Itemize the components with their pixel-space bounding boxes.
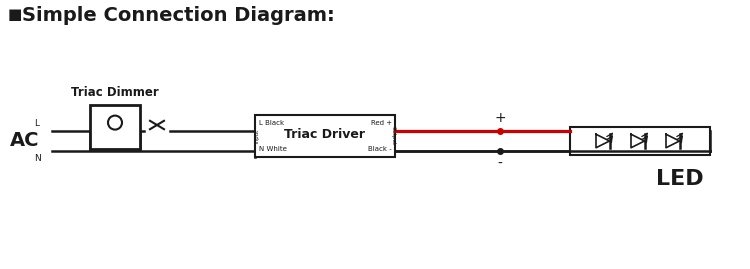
Polygon shape [596, 134, 610, 148]
Text: Black -: Black - [368, 146, 392, 152]
Bar [90, 105, 140, 149]
Text: Simple Connection Diagram:: Simple Connection Diagram: [22, 6, 334, 25]
Text: L Black: L Black [259, 120, 284, 126]
Polygon shape [666, 134, 680, 148]
Text: AC: AC [10, 130, 40, 150]
Text: Red +: Red + [370, 120, 392, 126]
Text: Triac Driver: Triac Driver [284, 129, 365, 141]
Text: Input: Input [254, 129, 260, 143]
Text: Output: Output [391, 126, 395, 146]
Text: Triac Dimmer: Triac Dimmer [71, 86, 159, 99]
Polygon shape [631, 134, 644, 148]
Text: L: L [34, 119, 39, 128]
Bar [255, 115, 395, 157]
Text: N: N [34, 154, 40, 163]
Text: N White: N White [259, 146, 286, 152]
Text: -: - [497, 157, 502, 171]
Text: ■: ■ [8, 7, 22, 22]
Bar [570, 127, 710, 155]
Text: +: + [494, 111, 506, 125]
Text: LED: LED [656, 169, 704, 189]
